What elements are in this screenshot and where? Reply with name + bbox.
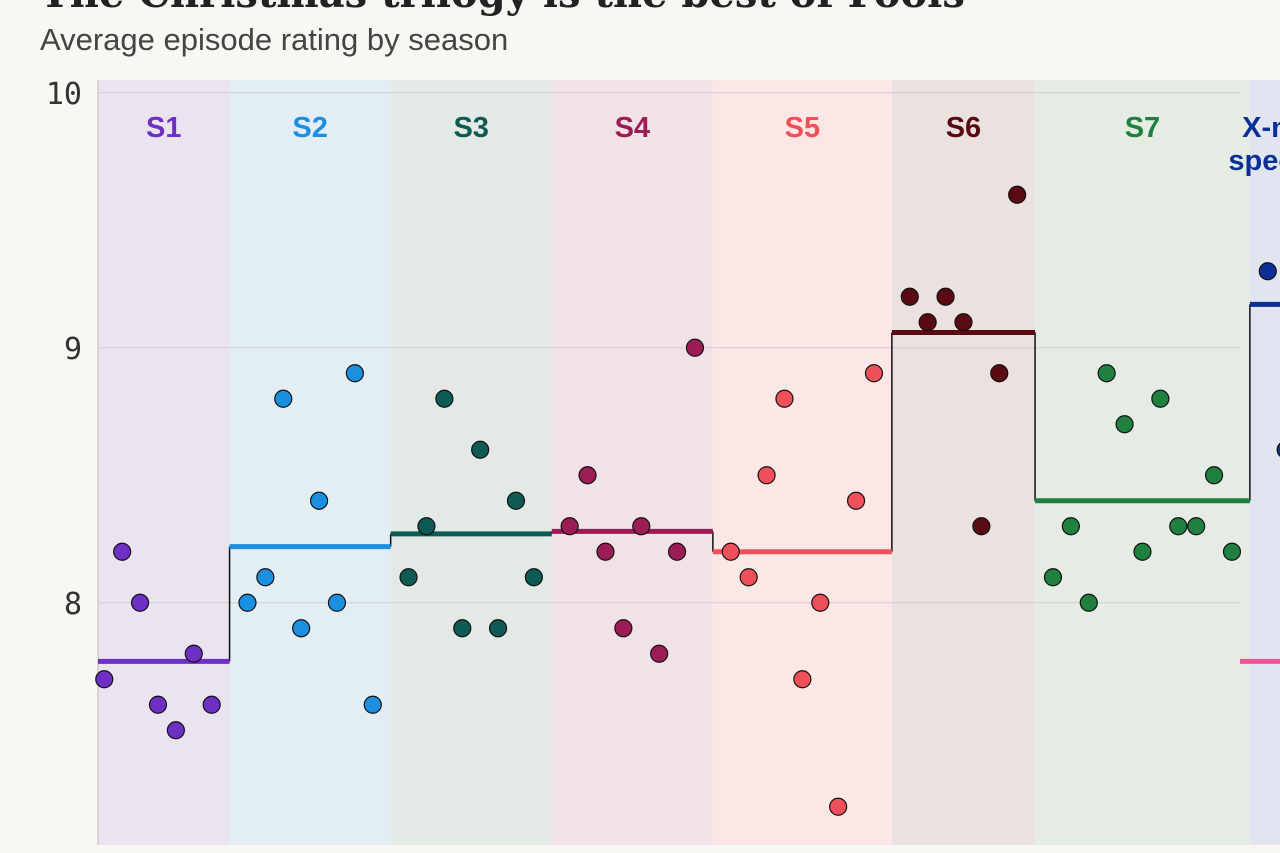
episode-point bbox=[918, 313, 937, 332]
season-label: S4 bbox=[615, 112, 650, 144]
episode-points bbox=[95, 185, 1280, 816]
episode-point bbox=[650, 644, 669, 663]
episode-point bbox=[309, 491, 329, 510]
episode-point bbox=[274, 389, 293, 408]
episode-point bbox=[488, 619, 508, 638]
episode-point bbox=[1061, 517, 1080, 536]
episode-point bbox=[757, 466, 776, 485]
episode-point bbox=[327, 593, 347, 612]
season-label: S5 bbox=[785, 112, 820, 144]
y-tick-label: 8 bbox=[64, 587, 82, 622]
season-band bbox=[891, 80, 1036, 845]
episode-point bbox=[1187, 517, 1206, 536]
episode-point bbox=[1079, 593, 1098, 612]
season-band bbox=[390, 80, 552, 845]
episode-point bbox=[363, 695, 382, 714]
episode-point bbox=[1204, 466, 1224, 485]
episode-point bbox=[900, 287, 919, 306]
episode-point bbox=[1115, 415, 1134, 434]
episode-point bbox=[256, 568, 275, 587]
episode-point bbox=[95, 670, 114, 689]
episode-point bbox=[829, 797, 848, 816]
episode-point bbox=[936, 287, 955, 306]
episode-point bbox=[1008, 185, 1027, 204]
episode-point bbox=[954, 313, 973, 332]
episode-point bbox=[148, 695, 168, 714]
season-label: S2 bbox=[292, 112, 327, 144]
episode-point bbox=[292, 619, 311, 638]
episode-point bbox=[560, 517, 579, 536]
season-band bbox=[98, 80, 230, 845]
episode-point bbox=[1276, 442, 1280, 457]
episode-point bbox=[1151, 389, 1170, 408]
season-mean-lines bbox=[98, 301, 1280, 664]
y-tick-label: 9 bbox=[64, 332, 82, 367]
episode-point bbox=[471, 440, 490, 459]
episode-point bbox=[184, 644, 203, 663]
episode-point bbox=[113, 542, 132, 561]
episode-point bbox=[399, 568, 418, 587]
gridlines bbox=[97, 80, 1240, 845]
episode-point bbox=[417, 517, 436, 536]
episode-point bbox=[632, 517, 651, 536]
season-bands bbox=[98, 80, 1280, 845]
season-label: S1 bbox=[146, 112, 181, 144]
chart-title: The Christmas trilogy is the best of Foo… bbox=[40, 0, 965, 17]
episode-point bbox=[721, 542, 740, 561]
episode-point bbox=[238, 593, 257, 612]
season-band bbox=[229, 80, 391, 845]
season-band bbox=[1035, 80, 1250, 845]
episode-point bbox=[345, 364, 364, 383]
season-label: S7 bbox=[1125, 112, 1160, 144]
episode-point bbox=[166, 721, 185, 740]
episode-point bbox=[1169, 517, 1188, 536]
episode-point bbox=[793, 670, 812, 689]
episode-point bbox=[990, 364, 1009, 383]
season-label: S3 bbox=[453, 112, 488, 144]
episode-point bbox=[453, 619, 472, 638]
episode-point bbox=[739, 568, 758, 587]
episode-point bbox=[811, 593, 830, 612]
episode-point bbox=[1258, 262, 1277, 281]
chart-subtitle: Average episode rating by season bbox=[40, 22, 509, 57]
season-label: X-mas bbox=[1242, 112, 1280, 144]
episode-point bbox=[524, 568, 543, 587]
episode-point bbox=[435, 389, 454, 408]
season-band bbox=[551, 80, 713, 845]
season-band bbox=[712, 80, 892, 845]
episode-point bbox=[775, 389, 794, 408]
episode-point bbox=[864, 364, 884, 383]
y-axis-ticks: 8 9 10 bbox=[46, 77, 82, 622]
episode-point bbox=[1133, 542, 1152, 561]
season-label: specials bbox=[1228, 145, 1280, 177]
episode-point bbox=[506, 491, 526, 510]
episode-point bbox=[614, 619, 633, 638]
season-band bbox=[1249, 80, 1280, 845]
season-labels: S1 S2 S3 S4 S5 S6 S7 X-masspecials bbox=[146, 112, 1280, 177]
episode-point bbox=[685, 338, 705, 357]
episode-point bbox=[578, 466, 597, 485]
episode-point bbox=[667, 542, 687, 561]
episode-point bbox=[596, 542, 615, 561]
episode-point bbox=[1043, 568, 1063, 587]
episode-point bbox=[202, 695, 221, 714]
episode-point bbox=[846, 491, 866, 510]
episode-point bbox=[972, 517, 991, 536]
episode-point bbox=[1222, 542, 1242, 561]
y-tick-label: 10 bbox=[46, 77, 82, 112]
episode-point bbox=[1097, 364, 1116, 383]
season-label: S6 bbox=[946, 112, 981, 144]
episode-point bbox=[130, 593, 150, 612]
